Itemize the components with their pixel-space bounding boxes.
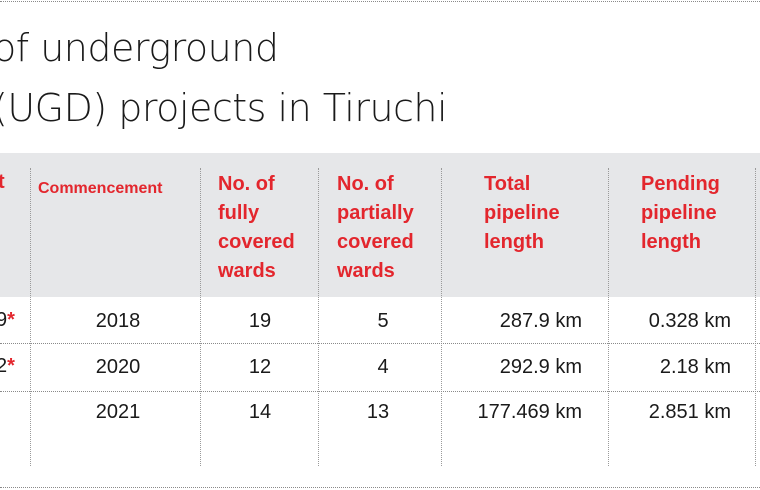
header-pending-length: Pending pipeline length [641, 173, 720, 253]
header-fully-covered: No. of fully covered wards [218, 173, 295, 282]
asterisk: * [7, 309, 15, 331]
cell-fully-covered: 19 [248, 310, 272, 332]
cell-pending-length: 2.18 km [659, 356, 731, 378]
column-divider [318, 168, 319, 466]
column-divider [608, 168, 609, 466]
partial-value: 9 [0, 309, 8, 331]
cell-total-length: 287.9 km [499, 310, 582, 332]
top-divider [0, 1, 760, 2]
cell-partially-covered: 5 [377, 310, 389, 332]
cell-commencement: 2018 [95, 310, 141, 332]
cell-commencement: 2021 [95, 401, 141, 423]
column-divider [30, 168, 31, 466]
row-divider [0, 391, 760, 392]
header-total-length: Total pipeline length [484, 173, 560, 253]
asterisk: * [7, 355, 15, 377]
row-divider [0, 343, 760, 344]
column-divider [200, 168, 201, 466]
bottom-divider [0, 487, 760, 488]
partial-cell: 2* [0, 355, 15, 378]
header-fragment: t [0, 171, 5, 193]
cell-pending-length: 0.328 km [648, 310, 731, 332]
cell-total-length: 292.9 km [499, 356, 582, 378]
cell-commencement: 2020 [95, 356, 141, 378]
cell-partially-covered: 4 [377, 356, 389, 378]
cell-total-length: 177.469 km [477, 401, 582, 423]
header-partially-covered: No. of partially covered wards [337, 173, 414, 282]
column-divider [441, 168, 442, 466]
cell-pending-length: 2.851 km [648, 401, 731, 423]
column-divider [755, 168, 756, 466]
partial-cell: 9* [0, 309, 15, 332]
partial-value: 2 [0, 355, 8, 377]
cell-fully-covered: 12 [248, 356, 272, 378]
header-fragment-2: ) [0, 240, 1, 269]
header-commencement: Commencement [38, 180, 163, 197]
title-line-1: of underground [0, 26, 279, 70]
cell-fully-covered: 14 [248, 401, 272, 423]
cell-partially-covered: 13 [366, 401, 390, 423]
title-line-2: (UGD) projects in Tiruchi [0, 86, 448, 130]
table-header-band [0, 153, 760, 297]
